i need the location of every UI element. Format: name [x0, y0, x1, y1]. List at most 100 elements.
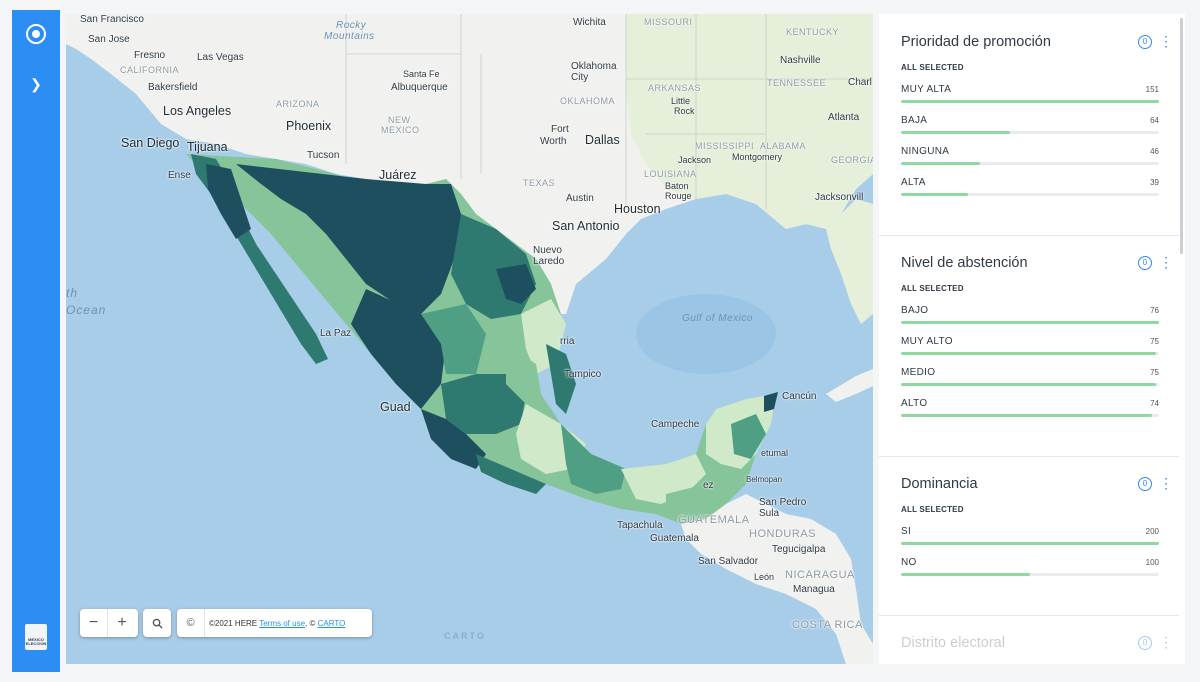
- widget-title: Dominancia: [901, 476, 978, 492]
- panel-scrollbar[interactable]: [1180, 18, 1183, 254]
- attribution-separator: , ©: [305, 618, 316, 628]
- map-label-guadalajara: Guad: [380, 400, 411, 414]
- map-label-tegucigalpa: Tegucigalpa: [772, 544, 826, 555]
- category-item[interactable]: MUY ALTA 151: [901, 84, 1159, 110]
- map-label-juarez: Juárez: [379, 168, 417, 182]
- map-label-san-francisco: San Francisco: [80, 14, 144, 25]
- map-label-tampico: Tampico: [564, 369, 602, 380]
- category-bar: [901, 414, 1153, 417]
- category-item[interactable]: ALTA 39: [901, 177, 1159, 203]
- zoom-in-button[interactable]: +: [117, 614, 127, 631]
- category-bar-track: [901, 193, 1159, 196]
- category-item[interactable]: ALTO 74: [901, 398, 1159, 424]
- map-label-belize: ez: [703, 480, 714, 491]
- attribution-control: © ©2021 HERE Terms of use, © CARTO: [177, 609, 372, 637]
- selection-status: ALL SELECTED: [901, 63, 964, 72]
- category-item[interactable]: NO 100: [901, 557, 1159, 583]
- more-options-icon[interactable]: ⋮: [1159, 475, 1173, 491]
- search-icon[interactable]: [143, 609, 171, 637]
- map-label-little-rock-2: Rock: [674, 106, 695, 116]
- map-label-missouri: MISSOURI: [644, 17, 693, 27]
- category-bar: [901, 100, 1159, 103]
- selection-count-icon[interactable]: 0: [1138, 35, 1152, 49]
- map-label-phoenix: Phoenix: [286, 119, 332, 133]
- map-label-louisiana: LOUISIANA: [644, 169, 697, 179]
- map-label-rocky: Rocky: [336, 20, 367, 31]
- carto-link[interactable]: CARTO: [317, 618, 346, 628]
- category-name: BAJO: [901, 305, 929, 316]
- map-label-little-rock-1: Little: [671, 96, 691, 106]
- map-label-arizona: ARIZONA: [276, 99, 320, 109]
- category-name: MUY ALTO: [901, 336, 953, 347]
- map-label-managua: Managua: [793, 584, 835, 595]
- more-options-icon[interactable]: ⋮: [1159, 634, 1173, 650]
- map-label-ensenada: Ense: [168, 170, 191, 181]
- category-name: BAJA: [901, 115, 928, 126]
- map-label-nuevo-laredo-1: Nuevo: [533, 245, 562, 256]
- map-label-atlanta: Atlanta: [828, 112, 860, 123]
- zoom-out-button[interactable]: −: [80, 609, 108, 637]
- map-label-oklahoma: OKLAHOMA: [560, 96, 616, 106]
- map-label-san-salvador: San Salvador: [698, 556, 759, 567]
- map-label-tijuana: Tijuana: [187, 140, 228, 154]
- category-name: NO: [901, 557, 917, 568]
- map-label-kentucky: KENTUCKY: [786, 27, 840, 37]
- category-item[interactable]: NINGUNA 46: [901, 146, 1159, 172]
- category-bar: [901, 383, 1156, 386]
- map-label-guatemala-city: Guatemala: [650, 533, 699, 544]
- widgets-panel[interactable]: Prioridad de promoción 0 ⋮ ALL SELECTED …: [879, 14, 1185, 664]
- category-item[interactable]: BAJA 64: [901, 115, 1159, 141]
- more-options-icon[interactable]: ⋮: [1159, 254, 1173, 270]
- chevron-right-icon[interactable]: ❯: [30, 76, 42, 92]
- category-bar: [901, 352, 1156, 355]
- map-label-texas: TEXAS: [523, 178, 556, 188]
- category-value: 46: [1150, 147, 1159, 156]
- category-bar: [901, 321, 1159, 324]
- category-value: 74: [1150, 399, 1159, 408]
- map-label-leon: León: [754, 572, 775, 582]
- category-value: 151: [1145, 85, 1159, 94]
- category-bar: [901, 573, 1030, 576]
- home-icon[interactable]: [26, 24, 46, 44]
- map-label-monterrey: rria: [560, 336, 575, 347]
- category-bar: [901, 131, 1011, 134]
- category-bar: [901, 162, 980, 165]
- category-item[interactable]: BAJO 76: [901, 305, 1159, 331]
- selection-count-icon[interactable]: 0: [1138, 477, 1152, 491]
- map-label-mississippi: MISSISSIPPI: [695, 141, 755, 151]
- map-label-san-antonio: San Antonio: [552, 219, 620, 233]
- category-value: 75: [1150, 337, 1159, 346]
- widget-title: Nivel de abstención: [901, 255, 1028, 271]
- widget-prioridad: Prioridad de promoción 0 ⋮ ALL SELECTED …: [879, 14, 1179, 236]
- category-value: 39: [1150, 178, 1159, 187]
- map-canvas[interactable]: San Francisco San Jose Fresno CALIFORNIA…: [66, 14, 873, 664]
- category-value: 75: [1150, 368, 1159, 377]
- category-item[interactable]: MUY ALTO 75: [901, 336, 1159, 362]
- map-label-tucson: Tucson: [307, 150, 340, 161]
- map-label-new-mexico-1: NEW: [388, 115, 411, 125]
- map-label-charlotte: Charl: [848, 77, 872, 88]
- category-item[interactable]: MEDIO 75: [901, 367, 1159, 393]
- more-options-icon[interactable]: ⋮: [1159, 33, 1173, 49]
- category-bar-track: [901, 321, 1159, 324]
- selection-count-icon[interactable]: 0: [1138, 256, 1152, 270]
- map-label-gulf: Gulf of Mexico: [682, 313, 753, 324]
- map-label-pacific-2: Ocean: [66, 303, 107, 317]
- map-label-honduras: HONDURAS: [749, 528, 816, 540]
- attribution-icon[interactable]: ©: [177, 609, 205, 637]
- map-label-guatemala-country: GUATEMALA: [678, 514, 750, 526]
- selection-count-icon[interactable]: 0: [1138, 636, 1152, 650]
- terms-of-use-link[interactable]: Terms of use: [259, 618, 306, 628]
- category-item[interactable]: SI 200: [901, 526, 1159, 552]
- map-label-california: CALIFORNIA: [120, 65, 180, 75]
- selection-status: ALL SELECTED: [901, 284, 964, 293]
- category-bar-track: [901, 162, 1159, 165]
- map-label-san-diego: San Diego: [121, 136, 180, 150]
- category-name: MEDIO: [901, 367, 936, 378]
- app-logo[interactable]: MEXICO ELECCION: [25, 624, 47, 650]
- category-bar: [901, 542, 1159, 545]
- category-name: ALTO: [901, 398, 928, 409]
- map-label-fort-worth-1: Fort: [551, 124, 569, 135]
- category-name: NINGUNA: [901, 146, 950, 157]
- map-label-tennessee: TENNESSEE: [767, 78, 827, 88]
